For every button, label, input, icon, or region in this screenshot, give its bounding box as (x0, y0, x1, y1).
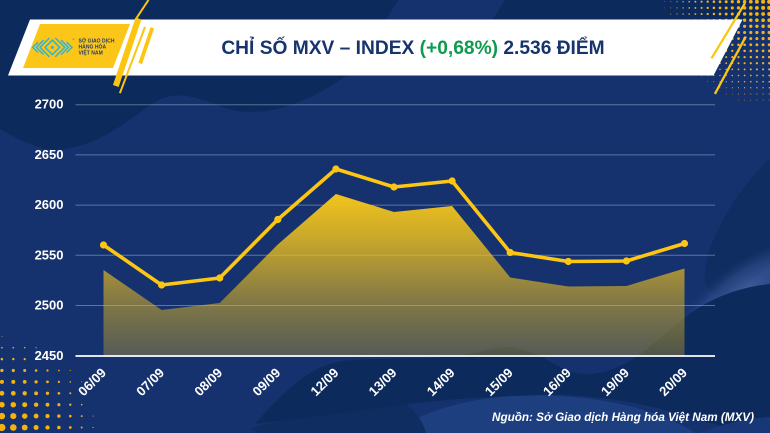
svg-text:SỞ GIAO DỊCH: SỞ GIAO DỊCH (79, 38, 115, 45)
svg-text:2450: 2450 (35, 348, 64, 363)
svg-text:Nguồn: Sở Giao dịch Hàng hóa V: Nguồn: Sở Giao dịch Hàng hóa Việt Nam (M… (492, 411, 754, 424)
svg-text:VIỆT NAM: VIỆT NAM (79, 49, 103, 57)
svg-text:2500: 2500 (35, 298, 64, 313)
svg-text:2700: 2700 (35, 97, 64, 112)
svg-text:2650: 2650 (35, 147, 64, 162)
svg-text:2550: 2550 (35, 247, 64, 262)
svg-text:2600: 2600 (35, 197, 64, 212)
svg-text:CHỈ SỐ MXV – INDEX (+0,68%) 2.: CHỈ SỐ MXV – INDEX (+0,68%) 2.536 ĐIỂM (221, 37, 604, 59)
svg-text:HÀNG HÓA: HÀNG HÓA (79, 43, 107, 51)
